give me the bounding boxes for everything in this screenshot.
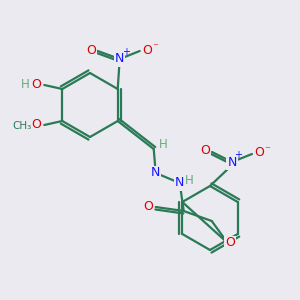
Text: H: H: [185, 175, 194, 188]
Text: N: N: [175, 176, 184, 190]
Text: CH₃: CH₃: [13, 121, 32, 131]
Text: N: N: [227, 155, 237, 169]
Text: O: O: [254, 146, 264, 160]
Text: O: O: [31, 79, 41, 92]
Text: O: O: [31, 118, 41, 131]
Text: O: O: [225, 236, 235, 250]
Text: N: N: [115, 52, 124, 65]
Text: O: O: [142, 44, 152, 56]
Text: ⁻: ⁻: [264, 145, 270, 155]
Text: ⁻: ⁻: [152, 42, 158, 52]
Text: O: O: [86, 44, 96, 56]
Text: N: N: [151, 167, 160, 179]
Text: H: H: [21, 79, 30, 92]
Text: +: +: [234, 150, 242, 160]
Text: O: O: [200, 143, 210, 157]
Text: +: +: [122, 47, 130, 57]
Text: O: O: [143, 200, 153, 214]
Text: H: H: [159, 137, 168, 151]
